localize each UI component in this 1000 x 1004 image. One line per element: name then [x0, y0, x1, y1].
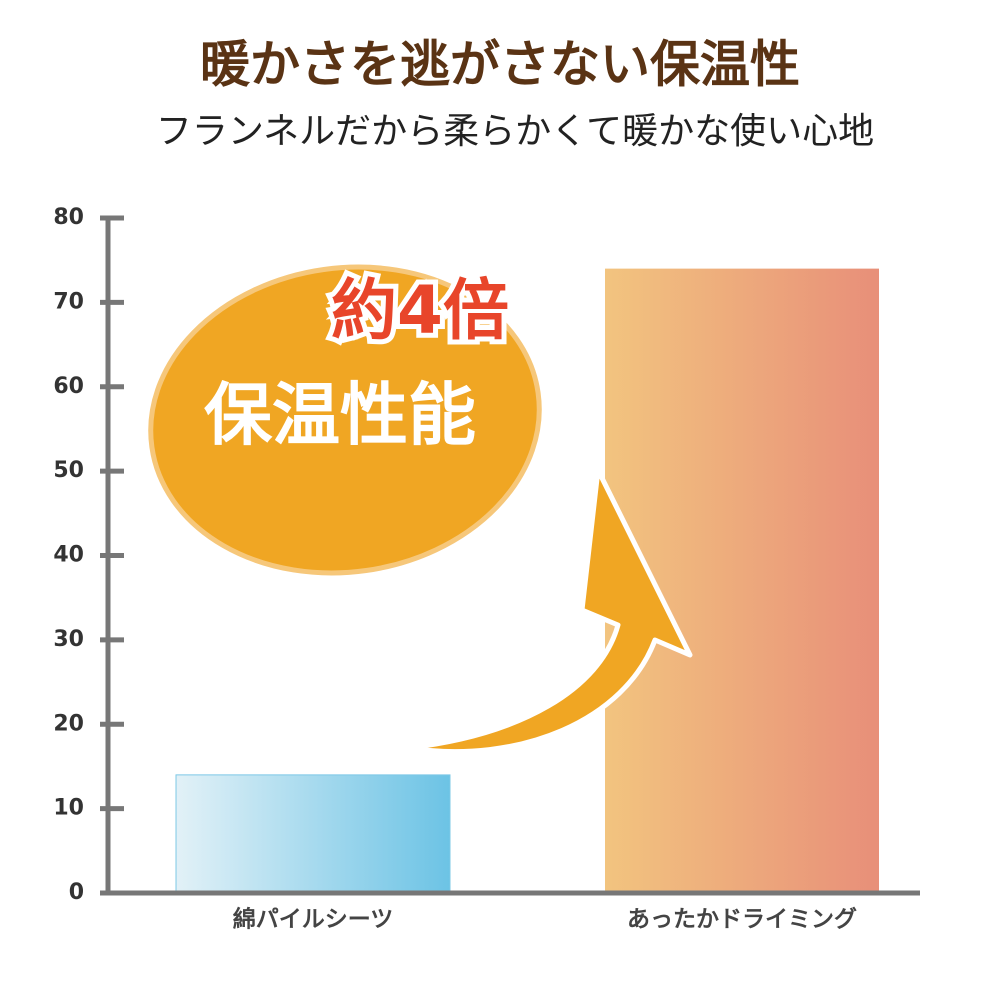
y-tick-label: 50 [53, 458, 84, 483]
callout-bubble [148, 264, 542, 576]
y-tick-label: 40 [53, 543, 84, 568]
x-tick-label: 綿パイルシーツ [233, 906, 394, 933]
chart-title: 暖かさを逃がさない保温性 [200, 36, 800, 94]
arrow [405, 467, 693, 754]
x-tick-label: あったかドライミング [627, 906, 857, 933]
annotation-ratio: 約4倍 [331, 272, 509, 349]
bar [175, 774, 451, 894]
y-tick-label: 70 [53, 289, 84, 314]
y-tick-label: 20 [53, 711, 84, 736]
y-tick-label: 60 [53, 374, 84, 399]
y-tick-label: 30 [53, 627, 84, 652]
y-tick-label: 10 [53, 796, 84, 821]
y-tick-label: 0 [69, 880, 84, 905]
y-tick-label: 80 [53, 205, 84, 230]
chart-subtitle: フランネルだから柔らかくて暖かな使い心地 [156, 111, 874, 152]
annotation-label: 保温性能 [204, 377, 476, 456]
